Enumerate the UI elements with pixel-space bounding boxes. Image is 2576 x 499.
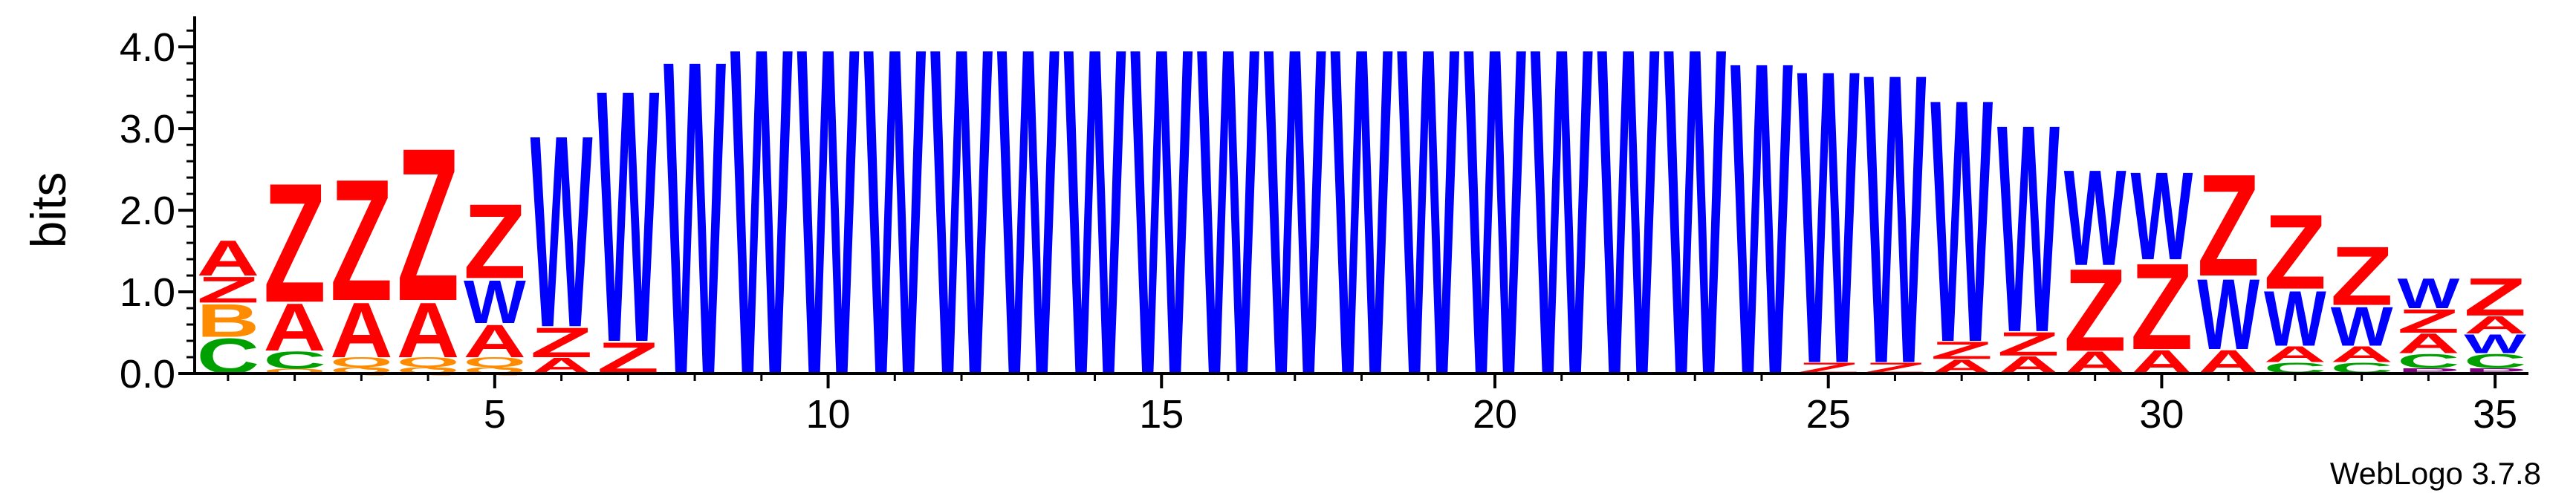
logo-letter-a: A — [2264, 342, 2326, 368]
logo-letter-z: Z — [330, 143, 392, 337]
logo-letter-a: A — [2397, 328, 2459, 359]
logo-letter-w: W — [597, 14, 660, 417]
x-tick-label: 35 — [2473, 392, 2517, 437]
logo-letter-a: A — [263, 290, 325, 365]
logo-letter-w: W — [1930, 27, 1993, 415]
logo-letter-z: Z — [1997, 325, 2060, 363]
logo-letter-z: Z — [464, 182, 526, 301]
logo-letter-w: W — [2264, 275, 2326, 362]
logo-letter-a: A — [2330, 342, 2392, 368]
logo-letter-w: W — [1397, 0, 1460, 473]
logo-letter-z: Z — [2197, 143, 2259, 307]
logo-letter-z: Z — [2330, 229, 2392, 322]
logo-letter-w: W — [2197, 258, 2259, 371]
logo-letter-w: W — [1197, 0, 1260, 473]
logo-letter-z: Z — [2464, 267, 2526, 327]
logo-letter-b: B — [197, 294, 259, 347]
logo-letter-w: W — [2064, 141, 2126, 294]
logo-letter-z: Z — [530, 319, 592, 367]
logo-letter-w: W — [2331, 296, 2393, 358]
logo-letter-w: W — [797, 0, 860, 473]
logo-letter-c: C — [2464, 350, 2526, 372]
logo-letter-c: C — [263, 347, 325, 374]
logo-letter-w: W — [1331, 0, 1394, 473]
logo-letter-w: W — [930, 0, 993, 473]
logo-letter-c: C — [2397, 350, 2459, 372]
logo-letter-a: A — [397, 286, 459, 374]
logo-letter-z: Z — [1930, 336, 1993, 364]
logo-letter-w: W — [863, 0, 927, 473]
weblogo-credit: WebLogo 3.7.8 — [2330, 456, 2541, 491]
logo-letter-p: P — [2464, 367, 2526, 376]
logo-letter-w: W — [997, 0, 1060, 473]
logo-letter-a: A — [464, 315, 526, 368]
logo-letter-z: Z — [263, 149, 325, 339]
logo-letter-w: W — [1264, 0, 1327, 473]
logo-letter-w: W — [2397, 270, 2459, 317]
logo-letter-w: W — [1730, 0, 1794, 469]
x-tick-label: 5 — [484, 392, 506, 437]
logo-letter-p: P — [2397, 367, 2459, 376]
logo-letter-w: W — [730, 0, 794, 473]
logo-letter-a: A — [2464, 311, 2526, 339]
logo-letter-z: Z — [2130, 238, 2193, 376]
x-tick-label: 15 — [1139, 392, 1184, 437]
x-tick-label: 25 — [1806, 392, 1851, 437]
logo-letter-a: A — [197, 231, 259, 287]
logo-letter-z: Z — [197, 269, 259, 310]
logo-letter-a: A — [330, 286, 392, 374]
logo-letter-w: W — [531, 78, 594, 385]
logo-letter-w: W — [1531, 0, 1594, 473]
logo-letter-q: Q — [330, 355, 392, 370]
logo-letter-q: Q — [464, 355, 526, 370]
logo-letter-z: Z — [2264, 192, 2326, 311]
logo-letter-z: Z — [2397, 302, 2459, 340]
logo-letter-w: W — [664, 0, 727, 469]
axes: 0.0 1.0 2.0 3.0 4.0 5 10 15 20 25 30 35 — [120, 16, 2528, 437]
x-tick-label: 20 — [1473, 392, 1517, 437]
logo-letter-q: Q — [397, 355, 459, 370]
logo-letter-w: W — [464, 267, 526, 336]
logo-letter-z: Z — [2064, 245, 2126, 376]
logo-letter-w: W — [1597, 0, 1661, 473]
logo-letter-w: W — [2131, 146, 2193, 286]
logo-letter-w: W — [1464, 0, 1527, 473]
y-tick-label: 1.0 — [120, 270, 175, 315]
y-axis-label: bits — [21, 172, 76, 249]
x-tick-label: 10 — [806, 392, 851, 437]
logo-letter-w: W — [1130, 0, 1193, 473]
logo-letter-w: W — [1664, 0, 1727, 473]
logo-letter-w: W — [1997, 63, 2060, 394]
logo-letter-w: W — [2464, 329, 2526, 359]
y-tick-label: 3.0 — [120, 107, 175, 151]
y-tick-label: 0.0 — [120, 352, 175, 397]
logo-letter-w: W — [1064, 0, 1127, 473]
x-tick-label: 30 — [2139, 392, 2184, 437]
logo-letter-q: Q — [263, 368, 325, 375]
y-tick-label: 4.0 — [120, 25, 175, 70]
logo-letter-w: W — [1864, 0, 1927, 450]
logo-letter-z: Z — [397, 102, 459, 347]
y-tick-label: 2.0 — [120, 189, 175, 233]
